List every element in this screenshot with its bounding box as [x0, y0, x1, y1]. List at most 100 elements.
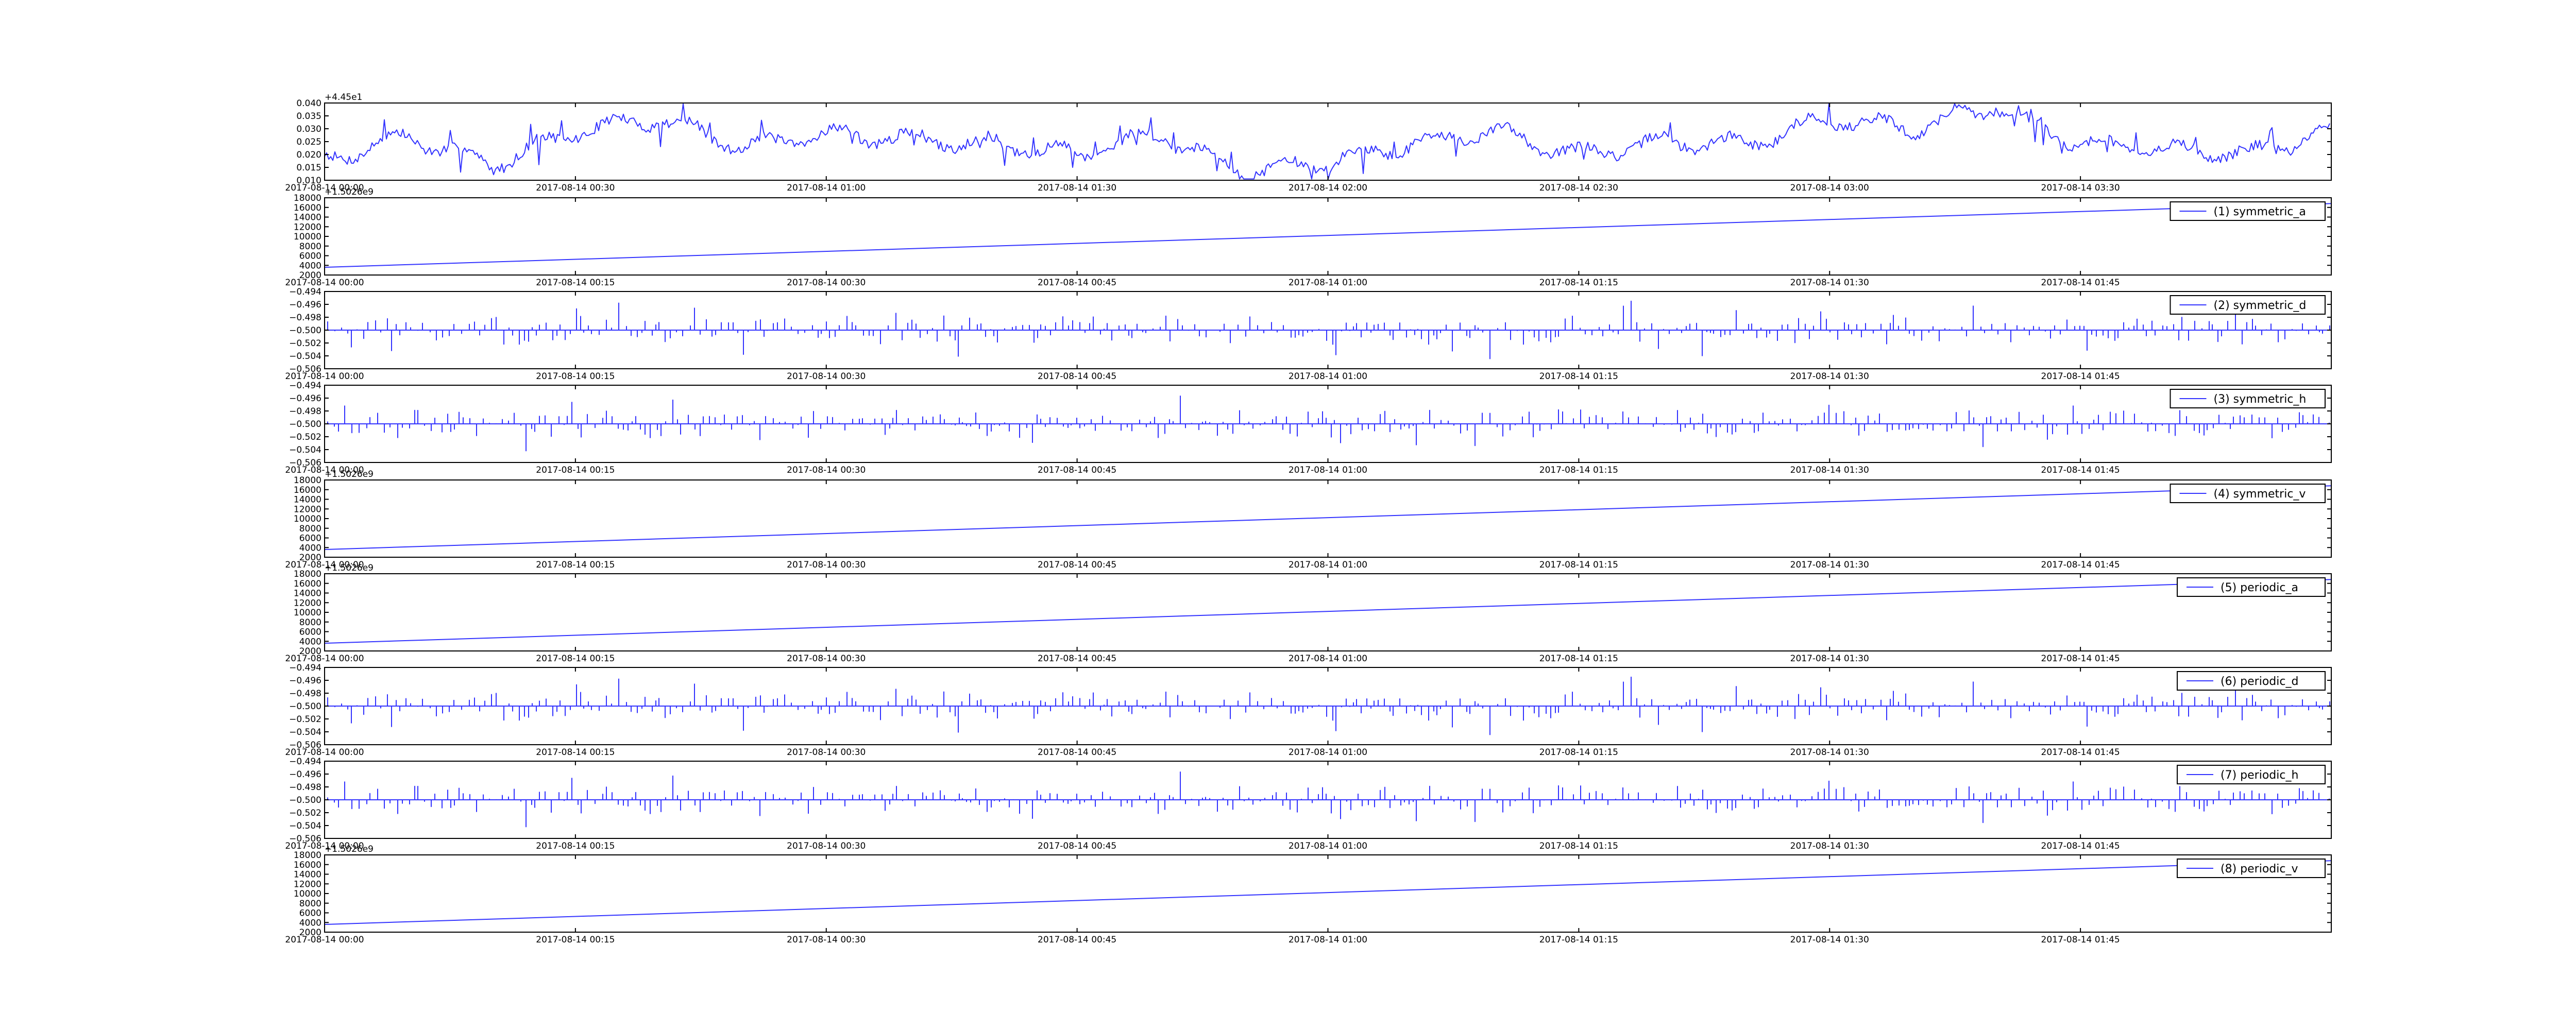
xtick-label: 2017-08-14 00:15 [536, 935, 615, 945]
ytick-label: 2000 [299, 646, 321, 657]
xtick-label: 2017-08-14 01:00 [1289, 747, 1367, 758]
xtick-label: 2017-08-14 01:00 [1289, 935, 1367, 945]
ytick-label: 18000 [294, 850, 321, 861]
ytick-label: −0.494 [289, 287, 321, 297]
xtick-label: 2017-08-14 00:00 [285, 935, 364, 945]
ytick-label: −0.506 [289, 834, 321, 844]
xtick-label: 2017-08-14 00:15 [536, 371, 615, 382]
ytick-label: 8000 [299, 617, 321, 628]
xtick-label: 2017-08-14 01:30 [1790, 841, 1869, 851]
ytick-label: −0.498 [289, 313, 321, 323]
ytick-label: 10000 [294, 514, 321, 524]
ytick-label: 18000 [294, 569, 321, 579]
ytick-label: −0.496 [289, 769, 321, 780]
legend: (2) symmetric_d [2170, 295, 2326, 315]
xtick-label: 2017-08-14 00:30 [787, 935, 866, 945]
ytick-label: −0.506 [289, 458, 321, 468]
xtick-label: 2017-08-14 01:00 [1289, 654, 1367, 664]
xtick-label: 2017-08-14 01:30 [1790, 371, 1869, 382]
ytick-label: −0.506 [289, 740, 321, 750]
xtick-label: 2017-08-14 00:30 [787, 371, 866, 382]
legend-label: (6) periodic_d [2221, 675, 2298, 688]
ytick-label: −0.494 [289, 381, 321, 391]
xtick-label: 2017-08-14 01:00 [1289, 560, 1367, 570]
xtick-label: 2017-08-14 01:00 [1289, 465, 1367, 475]
ytick-label: 14000 [294, 495, 321, 505]
xtick-label: 2017-08-14 01:00 [1289, 371, 1367, 382]
ytick-label: −0.504 [289, 821, 321, 831]
xtick-label: 2017-08-14 00:45 [1038, 371, 1116, 382]
legend: (8) periodic_v [2177, 859, 2326, 878]
ytick-label: 6000 [299, 534, 321, 544]
xtick-label: 2017-08-14 01:00 [1289, 841, 1367, 851]
ytick-label: 18000 [294, 193, 321, 203]
ytick-label: −0.498 [289, 406, 321, 417]
series-line [324, 579, 2332, 644]
xtick-label: 2017-08-14 01:00 [1289, 278, 1367, 288]
ytick-label: 2000 [299, 270, 321, 281]
xtick-label: 2017-08-14 01:15 [1539, 841, 1618, 851]
legend: (6) periodic_d [2177, 671, 2326, 691]
subplot-5: 2000400060008000100001200014000160001800… [285, 469, 2332, 570]
ytick-label: 0.030 [296, 124, 321, 134]
ytick-label: −0.498 [289, 782, 321, 793]
xtick-label: 2017-08-14 00:15 [536, 654, 615, 664]
series-line [325, 300, 2331, 359]
xtick-label: 2017-08-14 01:15 [1539, 371, 1618, 382]
xtick-label: 2017-08-14 00:00 [285, 183, 364, 193]
xtick-label: 2017-08-14 01:45 [2041, 654, 2120, 664]
ytick-label: −0.496 [289, 300, 321, 310]
ytick-label: −0.494 [289, 663, 321, 673]
series-line [325, 676, 2331, 735]
xtick-label: 2017-08-14 00:30 [787, 278, 866, 288]
offset-label: +1.5026e9 [325, 844, 374, 854]
subplot-9: 2000400060008000100001200014000160001800… [285, 844, 2332, 945]
ytick-label: 8000 [299, 524, 321, 534]
ytick-label: −0.504 [289, 351, 321, 362]
xtick-label: 2017-08-14 00:00 [285, 654, 364, 664]
xtick-label: 2017-08-14 01:45 [2041, 278, 2120, 288]
xtick-label: 2017-08-14 02:30 [1539, 183, 1618, 193]
ytick-label: 16000 [294, 203, 321, 213]
ytick-label: 16000 [294, 579, 321, 589]
xtick-label: 2017-08-14 00:00 [285, 278, 364, 288]
legend: (3) symmetric_h [2170, 389, 2326, 408]
axes-frame [324, 479, 2332, 558]
xtick-label: 2017-08-14 00:30 [787, 747, 866, 758]
xtick-label: 2017-08-14 01:15 [1539, 747, 1618, 758]
ytick-label: 0.025 [296, 137, 321, 147]
ytick-label: −0.504 [289, 445, 321, 455]
xtick-label: 2017-08-14 01:30 [1790, 465, 1869, 475]
xtick-label: 2017-08-14 00:00 [285, 371, 364, 382]
series-line [325, 396, 2331, 452]
ytick-label: −0.502 [289, 432, 321, 442]
ytick-label: 4000 [299, 637, 321, 647]
ytick-label: −0.500 [289, 701, 321, 712]
ytick-label: 6000 [299, 251, 321, 262]
legend: (1) symmetric_a [2170, 201, 2326, 221]
xtick-label: 2017-08-14 00:30 [787, 841, 866, 851]
offset-label: +4.45e1 [325, 92, 362, 102]
ytick-label: 10000 [294, 608, 321, 618]
ytick-label: 2000 [299, 553, 321, 563]
ytick-label: 4000 [299, 918, 321, 928]
legend-label: (3) symmetric_h [2214, 393, 2307, 406]
ytick-label: 0.040 [296, 98, 321, 109]
ytick-label: 2000 [299, 928, 321, 938]
xtick-label: 2017-08-14 00:15 [536, 465, 615, 475]
subplot-3: −0.506 −0.504 −0.502 −0.500 −0.498 −0.496 −0.4… [285, 287, 2332, 382]
xtick-label: 2017-08-14 00:15 [536, 747, 615, 758]
xtick-label: 2017-08-14 03:30 [2041, 183, 2120, 193]
xtick-label: 2017-08-14 02:00 [1289, 183, 1367, 193]
xtick-label: 2017-08-14 00:00 [285, 560, 364, 570]
legend-label: (2) symmetric_d [2214, 299, 2307, 312]
legend-label: (7) periodic_h [2221, 769, 2298, 782]
axes-frame [324, 197, 2332, 276]
xtick-label: 2017-08-14 01:15 [1539, 560, 1618, 570]
ytick-label: 12000 [294, 598, 321, 608]
xtick-label: 2017-08-14 01:30 [1790, 935, 1869, 945]
ytick-label: 14000 [294, 870, 321, 880]
xtick-label: 2017-08-14 01:30 [1790, 654, 1869, 664]
xtick-label: 2017-08-14 01:45 [2041, 465, 2120, 475]
ytick-label: 10000 [294, 232, 321, 242]
